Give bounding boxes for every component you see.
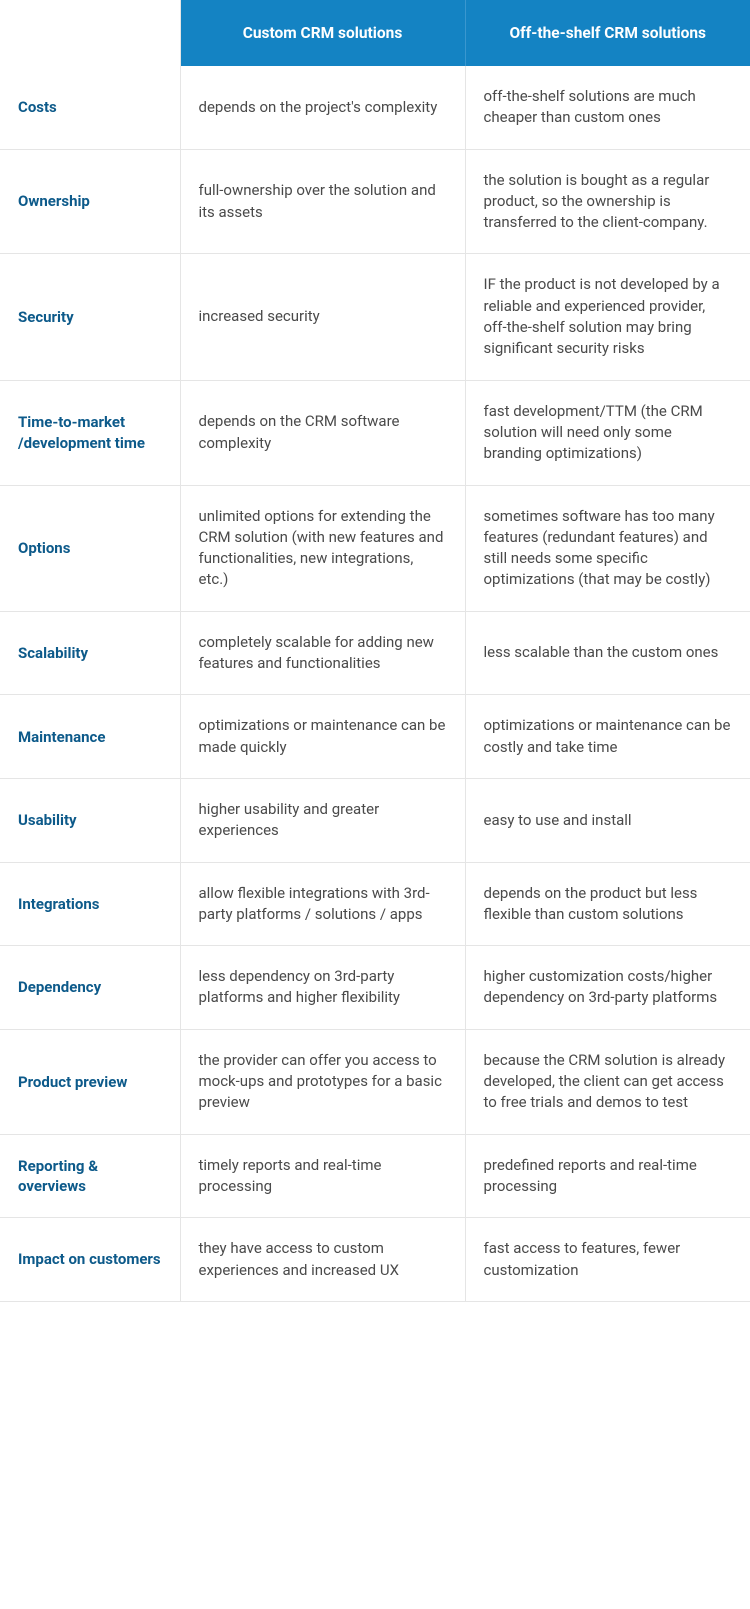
row-label: Costs <box>0 66 180 149</box>
row-custom: depends on the CRM software complexity <box>180 380 465 485</box>
row-label: Time-to-market /development time <box>0 380 180 485</box>
header-empty-cell <box>0 0 180 66</box>
row-label: Options <box>0 485 180 611</box>
comparison-table: Custom CRM solutions Off-the-shelf CRM s… <box>0 0 750 1302</box>
table-row: Time-to-market /development time depends… <box>0 380 750 485</box>
row-ots: predefined reports and real-time process… <box>465 1134 750 1218</box>
table-row: Usability higher usability and greater e… <box>0 778 750 862</box>
row-custom: increased security <box>180 254 465 380</box>
row-ots: off-the-shelf solutions are much cheaper… <box>465 66 750 149</box>
row-label: Dependency <box>0 946 180 1030</box>
row-ots: the solution is bought as a regular prod… <box>465 149 750 254</box>
row-ots: depends on the product but less flexible… <box>465 862 750 946</box>
table-row: Security increased security IF the produ… <box>0 254 750 380</box>
row-ots: IF the product is not developed by a rel… <box>465 254 750 380</box>
table-row: Integrations allow flexible integrations… <box>0 862 750 946</box>
header-ots: Off-the-shelf CRM solutions <box>465 0 750 66</box>
row-custom: full-ownership over the solution and its… <box>180 149 465 254</box>
row-ots: less scalable than the custom ones <box>465 611 750 695</box>
row-custom: completely scalable for adding new featu… <box>180 611 465 695</box>
row-ots: fast development/TTM (the CRM solution w… <box>465 380 750 485</box>
row-custom: allow flexible integrations with 3rd-par… <box>180 862 465 946</box>
row-label: Product preview <box>0 1029 180 1134</box>
table-row: Reporting & overviews timely reports and… <box>0 1134 750 1218</box>
row-label: Reporting & overviews <box>0 1134 180 1218</box>
row-ots: sometimes software has too many features… <box>465 485 750 611</box>
row-label: Impact on customers <box>0 1218 180 1302</box>
row-label: Scalability <box>0 611 180 695</box>
row-ots: optimizations or maintenance can be cost… <box>465 695 750 779</box>
table-row: Maintenance optimizations or maintenance… <box>0 695 750 779</box>
row-custom: depends on the project's complexity <box>180 66 465 149</box>
row-custom: higher usability and greater experiences <box>180 778 465 862</box>
row-label: Ownership <box>0 149 180 254</box>
table-row: Dependency less dependency on 3rd-party … <box>0 946 750 1030</box>
row-label: Integrations <box>0 862 180 946</box>
row-custom: less dependency on 3rd-party platforms a… <box>180 946 465 1030</box>
row-label: Maintenance <box>0 695 180 779</box>
table-row: Costs depends on the project's complexit… <box>0 66 750 149</box>
row-ots: because the CRM solution is already deve… <box>465 1029 750 1134</box>
table-row: Ownership full-ownership over the soluti… <box>0 149 750 254</box>
row-custom: unlimited options for extending the CRM … <box>180 485 465 611</box>
table-row: Product preview the provider can offer y… <box>0 1029 750 1134</box>
row-label: Usability <box>0 778 180 862</box>
table-row: Impact on customers they have access to … <box>0 1218 750 1302</box>
row-ots: easy to use and install <box>465 778 750 862</box>
row-ots: higher customization costs/higher depend… <box>465 946 750 1030</box>
row-custom: the provider can offer you access to moc… <box>180 1029 465 1134</box>
row-ots: fast access to features, fewer customiza… <box>465 1218 750 1302</box>
row-custom: they have access to custom experiences a… <box>180 1218 465 1302</box>
row-custom: timely reports and real-time processing <box>180 1134 465 1218</box>
header-custom: Custom CRM solutions <box>180 0 465 66</box>
table-header-row: Custom CRM solutions Off-the-shelf CRM s… <box>0 0 750 66</box>
row-custom: optimizations or maintenance can be made… <box>180 695 465 779</box>
table-row: Scalability completely scalable for addi… <box>0 611 750 695</box>
row-label: Security <box>0 254 180 380</box>
table-row: Options unlimited options for extending … <box>0 485 750 611</box>
